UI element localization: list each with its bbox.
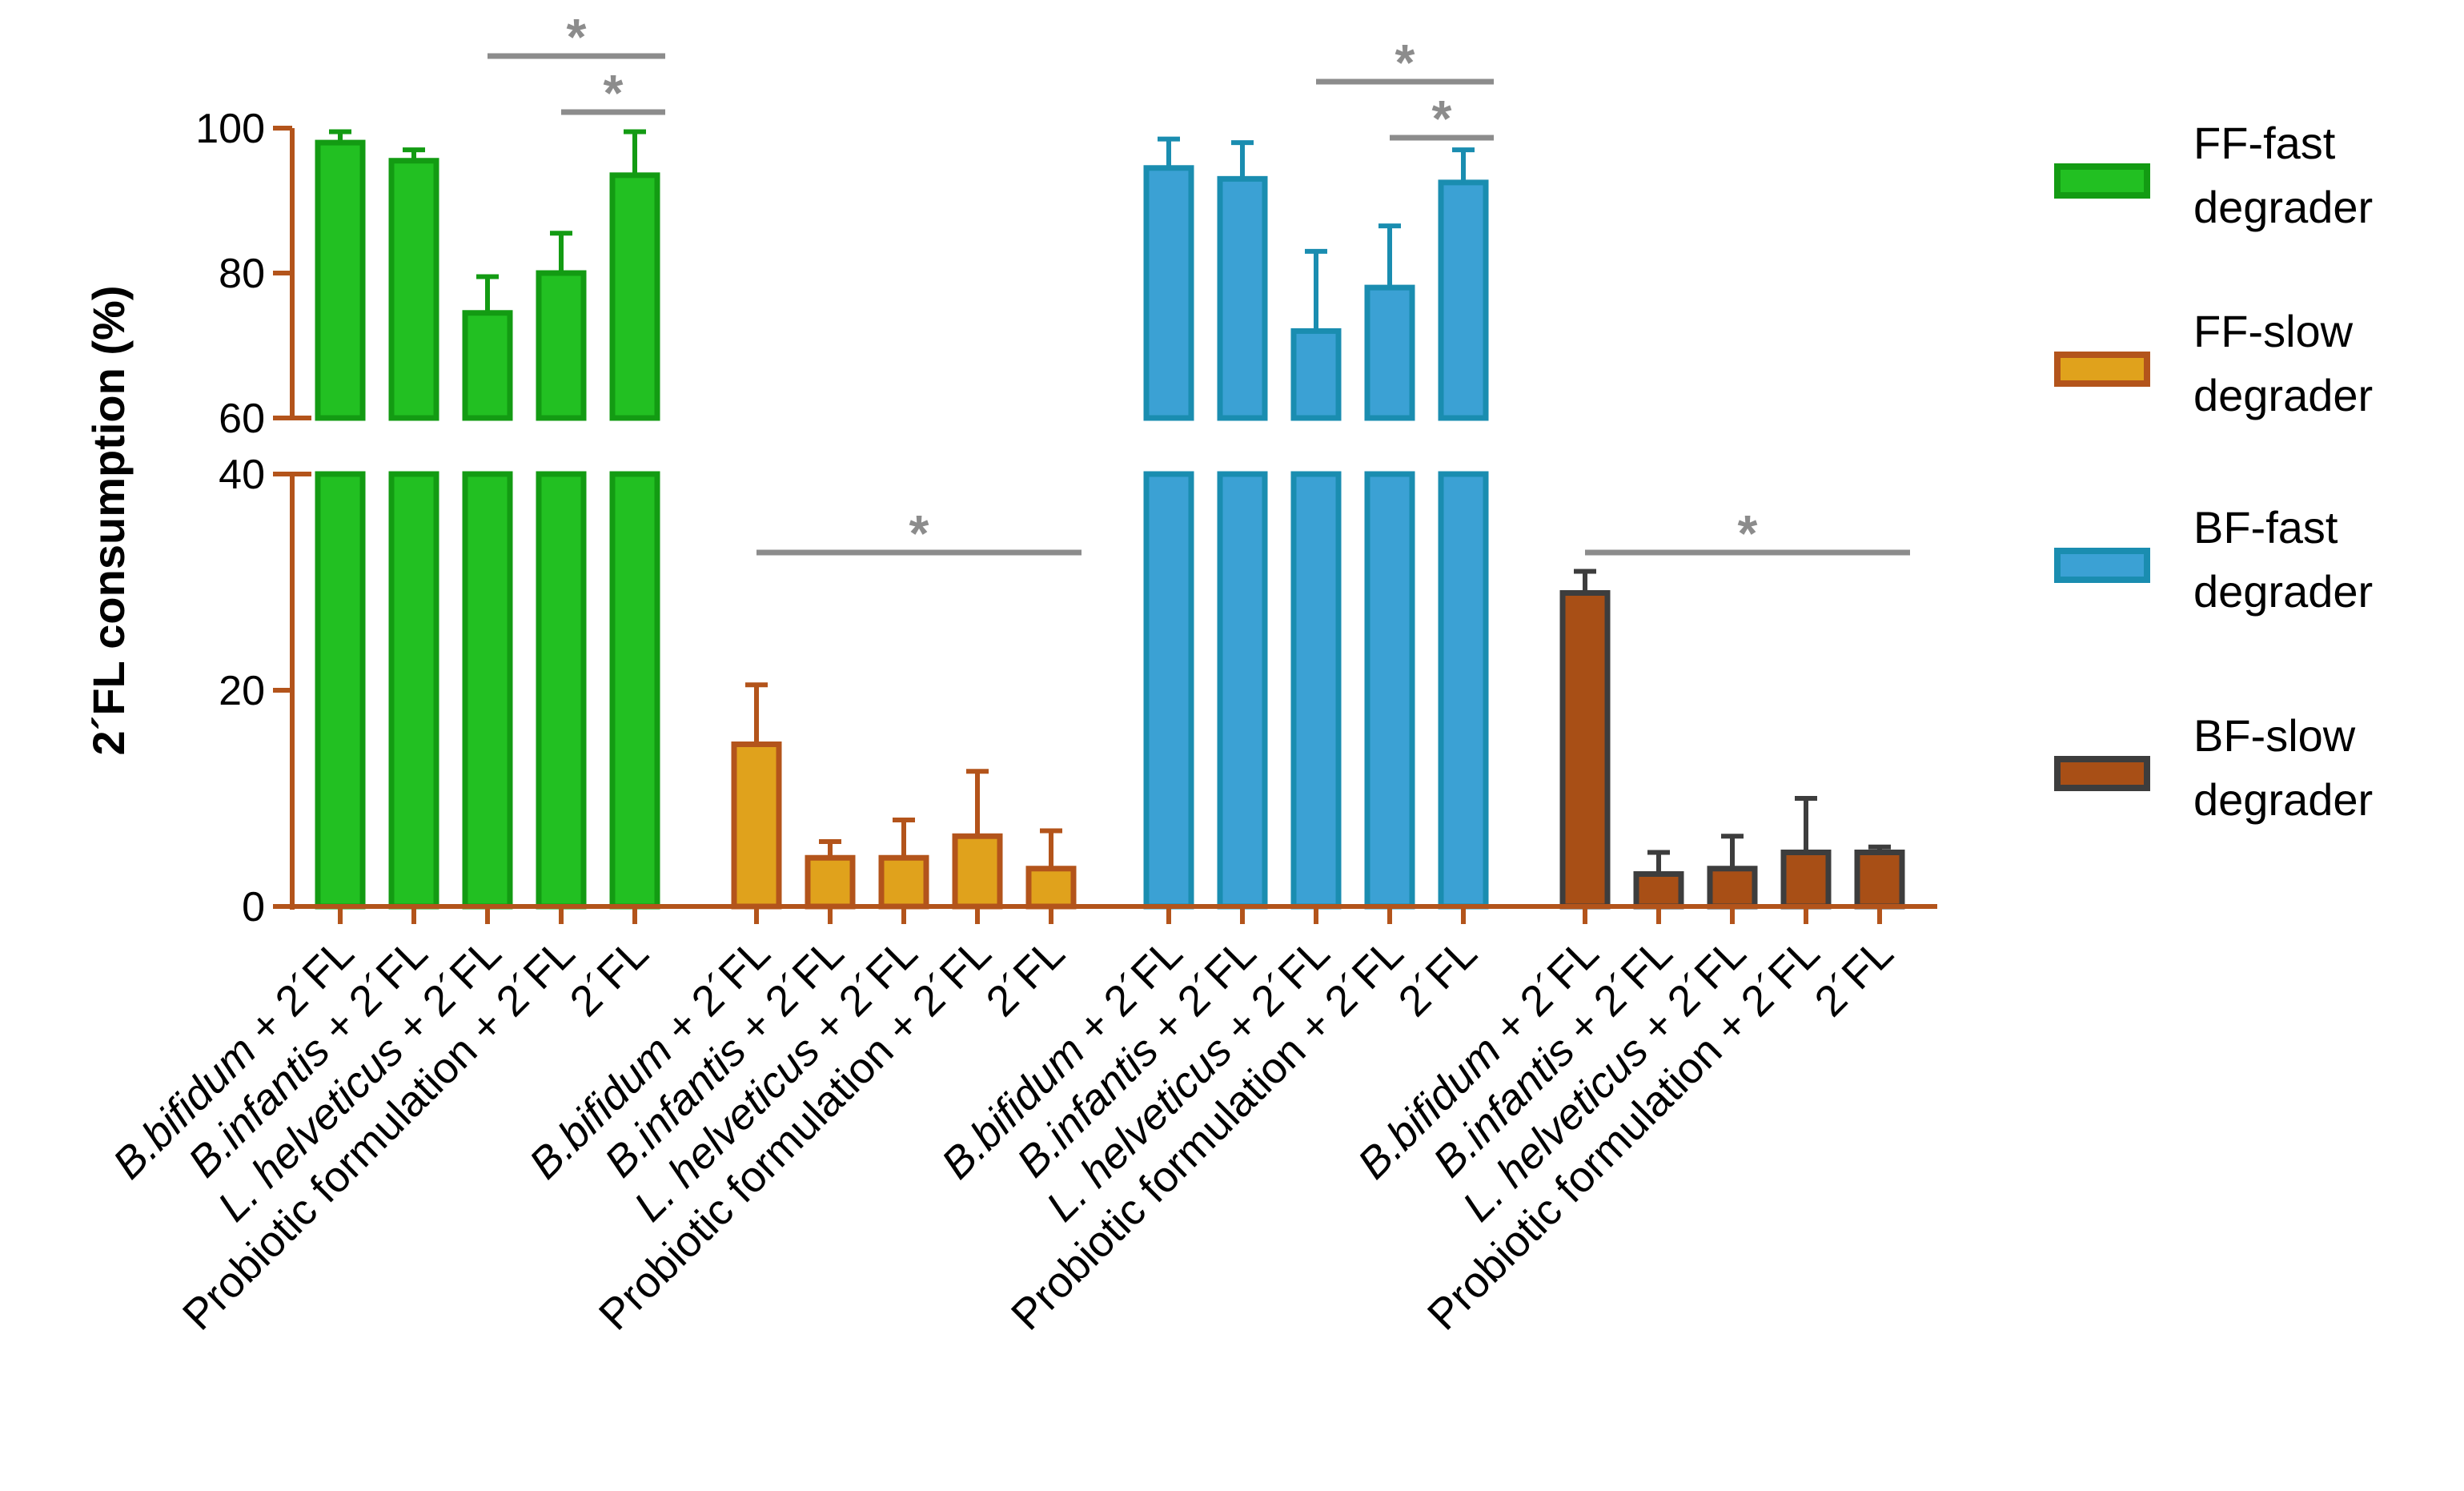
legend-label-4-line2: degrader (2193, 774, 2373, 825)
bar-3-5-lower (1438, 471, 1489, 910)
y-axis-label: 2´FL consumption (%) (83, 286, 134, 756)
bar-1-2-upper (388, 158, 439, 421)
bar-3-2-lower (1217, 471, 1268, 910)
bar-2-2 (805, 854, 856, 910)
y-tick-label-20: 20 (219, 668, 265, 714)
legend-swatch-1 (2054, 163, 2150, 199)
bar-1-1-upper (315, 139, 366, 421)
significance-star-1: * (567, 8, 587, 66)
bar-1-3-upper (462, 310, 513, 421)
legend-label-3-line1: BF-fast (2193, 502, 2338, 553)
bar-2-5 (1025, 866, 1077, 910)
legend-swatch-4 (2054, 756, 2150, 791)
y-tick-label-0: 0 (242, 884, 265, 930)
bar-1-5-upper (609, 172, 660, 421)
bar-4-3 (1707, 866, 1758, 910)
significance-star-3: * (909, 504, 929, 562)
y-tick-label-60: 60 (219, 396, 265, 442)
y-tick-label-40: 40 (219, 452, 265, 498)
bar-2-4 (952, 833, 1003, 910)
bar-4-1 (1559, 590, 1611, 910)
bar-3-5-upper (1438, 179, 1489, 421)
legend-label-2-line2: degrader (2193, 370, 2373, 420)
significance-star-5: * (1432, 90, 1452, 147)
legend-label-1-line2: degrader (2193, 182, 2373, 232)
bar-3-3-lower (1290, 471, 1342, 910)
legend-label-2-line1: FF-slow (2193, 306, 2354, 356)
y-tick-label-80: 80 (219, 251, 265, 297)
legend-label-3-line2: degrader (2193, 566, 2373, 617)
bar-1-3-lower (462, 471, 513, 910)
legend-swatch-3 (2054, 548, 2150, 583)
bar-3-2-upper (1217, 175, 1268, 421)
bar-4-2 (1633, 871, 1684, 910)
significance-star-4: * (1395, 34, 1415, 91)
bar-4-4 (1780, 850, 1832, 910)
bar-2-3 (878, 854, 929, 910)
bar-3-3-upper (1290, 328, 1342, 421)
bar-1-4-upper (536, 270, 587, 421)
legend-label-4-line1: BF-slow (2193, 710, 2356, 761)
legend-label-1-line1: FF-fast (2193, 118, 2336, 168)
bar-2-1 (731, 741, 782, 910)
bar-1-4-lower (536, 471, 587, 910)
bar-3-4-upper (1364, 284, 1415, 421)
legend-swatch-2 (2054, 352, 2150, 387)
bar-3-4-lower (1364, 471, 1415, 910)
bar-3-1-upper (1143, 165, 1194, 421)
bar-1-5-lower (609, 471, 660, 910)
significance-star-2: * (604, 64, 624, 122)
y-tick-label-100: 100 (195, 106, 265, 152)
bar-4-5 (1854, 850, 1905, 910)
bar-1-2-lower (388, 471, 439, 910)
bar-3-1-lower (1143, 471, 1194, 910)
significance-star-6: * (1738, 504, 1758, 562)
bar-1-1-lower (315, 471, 366, 910)
